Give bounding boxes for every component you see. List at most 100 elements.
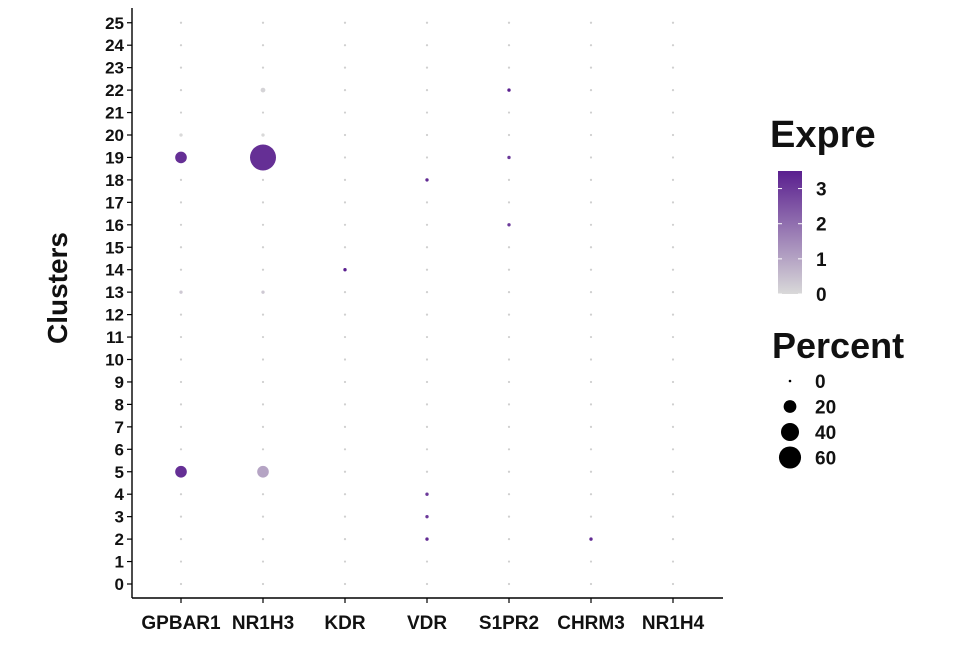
data-point — [343, 156, 347, 159]
data-point — [425, 560, 429, 563]
data-point — [179, 246, 183, 249]
data-point — [671, 66, 675, 69]
y-tick-label: 4 — [115, 485, 125, 504]
data-point — [507, 560, 511, 563]
data-point — [671, 493, 675, 496]
legend: Expre 0 1 2 3 Percent 0 20 40 60 — [770, 114, 904, 470]
data-point — [179, 66, 183, 69]
size-legend-dot — [780, 422, 800, 442]
data-point — [343, 291, 347, 294]
y-tick-label: 10 — [105, 351, 124, 370]
data-point — [507, 538, 511, 541]
size-legend-dot — [788, 379, 792, 383]
data-point — [175, 465, 187, 478]
data-point — [175, 151, 187, 164]
y-tick-label: 22 — [105, 81, 124, 100]
data-point — [671, 425, 675, 428]
data-point — [343, 493, 347, 496]
data-point — [425, 492, 429, 496]
data-point — [425, 582, 429, 586]
data-point — [257, 465, 269, 478]
data-point — [425, 246, 429, 249]
data-point — [179, 201, 183, 204]
data-point — [507, 358, 511, 361]
data-point — [671, 223, 675, 226]
data-point — [179, 493, 183, 496]
y-tick-label: 18 — [105, 171, 124, 190]
data-point — [507, 448, 511, 451]
size-legend-label: 0 — [815, 372, 826, 393]
data-point — [343, 178, 347, 181]
data-point — [179, 290, 183, 294]
data-point — [425, 313, 429, 316]
data-point — [589, 470, 593, 473]
data-point — [425, 403, 429, 406]
data-point — [507, 515, 511, 518]
data-point — [589, 425, 593, 428]
data-point — [671, 470, 675, 473]
data-point — [671, 358, 675, 361]
data-point — [179, 560, 183, 563]
data-point — [507, 201, 511, 204]
data-point — [343, 223, 347, 226]
data-point — [671, 448, 675, 451]
data-point — [425, 21, 429, 24]
y-tick-label: 25 — [105, 14, 124, 33]
data-point — [589, 515, 593, 518]
data-point — [425, 111, 429, 114]
data-point — [261, 268, 265, 271]
data-point — [261, 358, 265, 361]
data-point — [507, 44, 511, 47]
data-point — [507, 66, 511, 69]
data-point — [589, 246, 593, 249]
y-tick-label: 24 — [105, 36, 124, 55]
data-point — [425, 380, 429, 384]
data-point — [425, 291, 429, 294]
data-point — [507, 21, 511, 24]
data-point — [425, 425, 429, 428]
data-point — [179, 21, 183, 24]
data-point — [589, 156, 593, 159]
data-point — [671, 403, 675, 406]
data-point — [343, 335, 347, 339]
data-point — [343, 44, 347, 47]
data-point — [343, 358, 347, 361]
data-point — [261, 313, 265, 316]
data-point — [261, 335, 265, 339]
data-point — [179, 268, 183, 271]
data-point — [425, 66, 429, 69]
data-point — [343, 470, 347, 473]
data-point — [343, 582, 347, 586]
data-point — [589, 268, 593, 271]
x-tick-label: KDR — [324, 613, 365, 634]
x-tick-label: VDR — [407, 613, 447, 634]
y-tick-label: 16 — [105, 216, 124, 235]
color-legend-label: 2 — [816, 215, 827, 236]
color-bar — [778, 171, 802, 294]
data-point — [589, 201, 593, 204]
y-tick-label: 6 — [115, 440, 124, 459]
plot-area: 0123456789101112131415161718192021222324… — [42, 8, 723, 634]
data-point — [343, 538, 347, 541]
color-legend-label: 1 — [816, 250, 827, 271]
color-legend-title: Expre — [770, 114, 876, 156]
data-point — [507, 582, 511, 586]
data-point — [261, 448, 265, 451]
data-point — [261, 178, 265, 181]
data-point — [179, 44, 183, 47]
data-point — [179, 380, 183, 384]
size-legend-title: Percent — [772, 325, 904, 366]
data-point — [179, 133, 183, 137]
data-point — [261, 403, 265, 406]
data-point — [671, 111, 675, 114]
data-point — [589, 89, 593, 92]
color-legend-label: 0 — [816, 285, 827, 306]
data-point — [343, 268, 347, 272]
data-point — [261, 223, 265, 226]
y-tick-label: 9 — [115, 373, 124, 392]
data-point — [179, 223, 183, 226]
data-point — [343, 515, 347, 518]
data-point — [425, 178, 429, 182]
data-point — [343, 21, 347, 24]
